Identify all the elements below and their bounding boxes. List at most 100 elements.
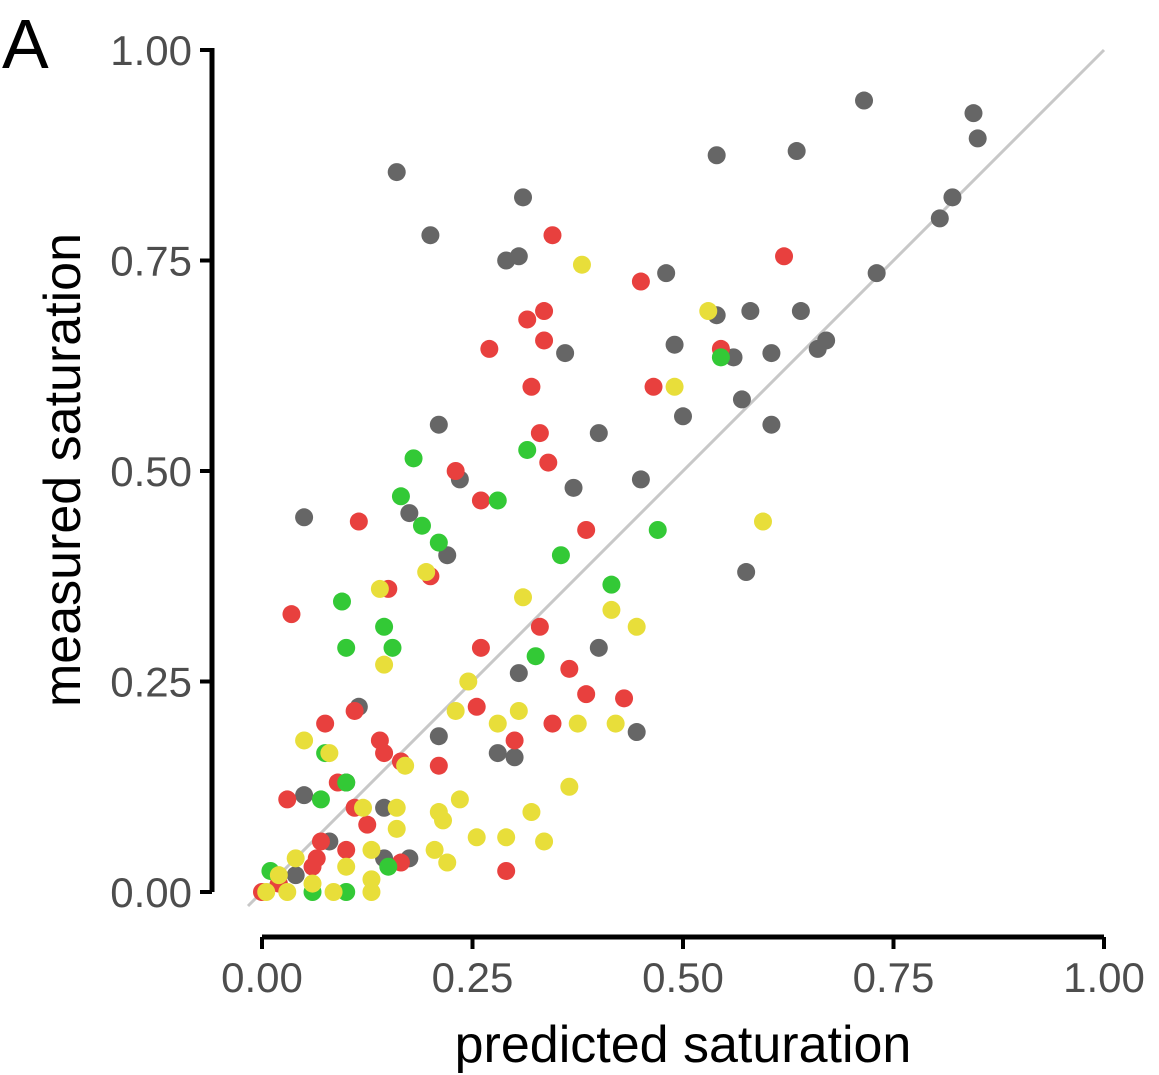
- data-point-series-0: [295, 508, 314, 527]
- data-point-series-1: [497, 861, 516, 880]
- data-point-series-0: [387, 163, 406, 182]
- data-point-series-0: [589, 424, 608, 443]
- data-point-series-3: [450, 790, 469, 809]
- data-point-series-3: [434, 811, 453, 830]
- data-point-series-3: [362, 840, 381, 859]
- identity-reference-line: [246, 48, 1106, 908]
- data-point-series-3: [459, 672, 478, 691]
- y-tick-label: 0.75: [110, 238, 192, 285]
- data-point-series-1: [560, 659, 579, 678]
- data-point-series-3: [509, 701, 528, 720]
- data-point-series-3: [438, 853, 457, 872]
- data-point-series-1: [577, 685, 596, 704]
- data-point-series-1: [278, 790, 297, 809]
- data-point-series-0: [741, 302, 760, 321]
- data-point-series-1: [480, 339, 499, 358]
- data-point-series-3: [303, 874, 322, 893]
- data-point-series-3: [324, 883, 343, 901]
- data-point-series-3: [535, 832, 554, 851]
- data-point-series-0: [286, 866, 305, 885]
- data-point-series-2: [391, 487, 410, 506]
- data-point-series-1: [644, 377, 663, 396]
- data-point-series-0: [707, 146, 726, 165]
- panel-label: A: [2, 5, 49, 83]
- data-point-series-3: [286, 849, 305, 868]
- data-point-series-0: [808, 339, 827, 358]
- data-point-series-2: [429, 533, 448, 552]
- points-layer: [253, 91, 987, 901]
- data-point-series-2: [375, 617, 394, 636]
- data-point-series-2: [332, 592, 351, 611]
- data-point-series-1: [282, 605, 301, 624]
- data-point-series-2: [311, 790, 330, 809]
- data-point-series-1: [543, 714, 562, 733]
- data-point-series-0: [509, 247, 528, 266]
- data-point-series-1: [345, 701, 364, 720]
- data-point-series-0: [855, 91, 874, 110]
- x-tick-label: 0.00: [221, 954, 303, 1001]
- data-point-series-3: [387, 819, 406, 838]
- data-point-series-3: [568, 714, 587, 733]
- data-point-series-1: [349, 512, 368, 531]
- data-point-series-3: [417, 563, 436, 582]
- data-point-series-2: [551, 546, 570, 565]
- data-point-series-0: [514, 188, 533, 207]
- data-point-series-1: [375, 744, 394, 763]
- data-point-series-0: [631, 470, 650, 489]
- data-point-series-3: [467, 828, 486, 847]
- data-point-series-0: [375, 798, 394, 817]
- data-point-series-1: [446, 462, 465, 480]
- data-point-series-1: [615, 689, 634, 708]
- data-point-series-3: [257, 883, 276, 901]
- y-axis-ticks: 0.00 0.25 0.50 0.75 1.00: [110, 27, 212, 916]
- data-point-series-3: [572, 255, 591, 274]
- data-point-series-0: [488, 744, 507, 763]
- data-point-series-3: [497, 828, 516, 847]
- data-point-series-0: [505, 748, 524, 767]
- y-axis-title: measured saturation: [34, 233, 92, 707]
- data-point-series-3: [488, 714, 507, 733]
- data-point-series-2: [379, 857, 398, 876]
- data-point-series-0: [762, 344, 781, 363]
- data-point-series-2: [412, 516, 431, 535]
- data-point-series-0: [732, 390, 751, 409]
- data-point-series-3: [370, 579, 389, 598]
- data-point-series-3: [387, 798, 406, 817]
- data-point-series-2: [383, 638, 402, 657]
- data-point-series-0: [438, 546, 457, 565]
- data-point-series-3: [362, 870, 381, 889]
- data-point-series-2: [518, 440, 537, 459]
- data-point-series-3: [522, 803, 541, 822]
- data-point-series-2: [602, 575, 621, 594]
- data-point-series-0: [787, 142, 806, 161]
- data-point-series-0: [421, 226, 440, 245]
- data-point-series-1: [539, 453, 558, 472]
- data-point-series-3: [425, 840, 444, 859]
- data-point-series-1: [775, 247, 794, 266]
- y-tick-label: 0.00: [110, 869, 192, 916]
- data-point-series-1: [522, 377, 541, 396]
- data-point-series-1: [316, 714, 335, 733]
- data-point-series-2: [337, 773, 356, 792]
- reference-line-layer: [246, 48, 1106, 908]
- data-point-series-2: [711, 348, 730, 367]
- data-point-series-3: [278, 883, 297, 901]
- data-point-series-2: [648, 520, 667, 539]
- data-point-series-0: [589, 638, 608, 657]
- data-point-series-1: [535, 331, 554, 350]
- data-point-series-1: [535, 302, 554, 321]
- data-point-series-1: [518, 310, 537, 329]
- x-axis-title: predicted saturation: [455, 1016, 912, 1074]
- data-point-series-3: [699, 302, 718, 321]
- data-point-series-0: [627, 723, 646, 742]
- data-point-series-1: [505, 731, 524, 750]
- data-point-series-1: [303, 857, 322, 876]
- data-point-series-3: [396, 756, 415, 775]
- data-point-series-0: [737, 563, 756, 582]
- data-point-series-2: [337, 638, 356, 657]
- data-point-series-0: [674, 407, 692, 426]
- data-point-series-1: [467, 697, 486, 716]
- data-point-series-1: [577, 520, 596, 539]
- data-point-series-0: [867, 264, 886, 283]
